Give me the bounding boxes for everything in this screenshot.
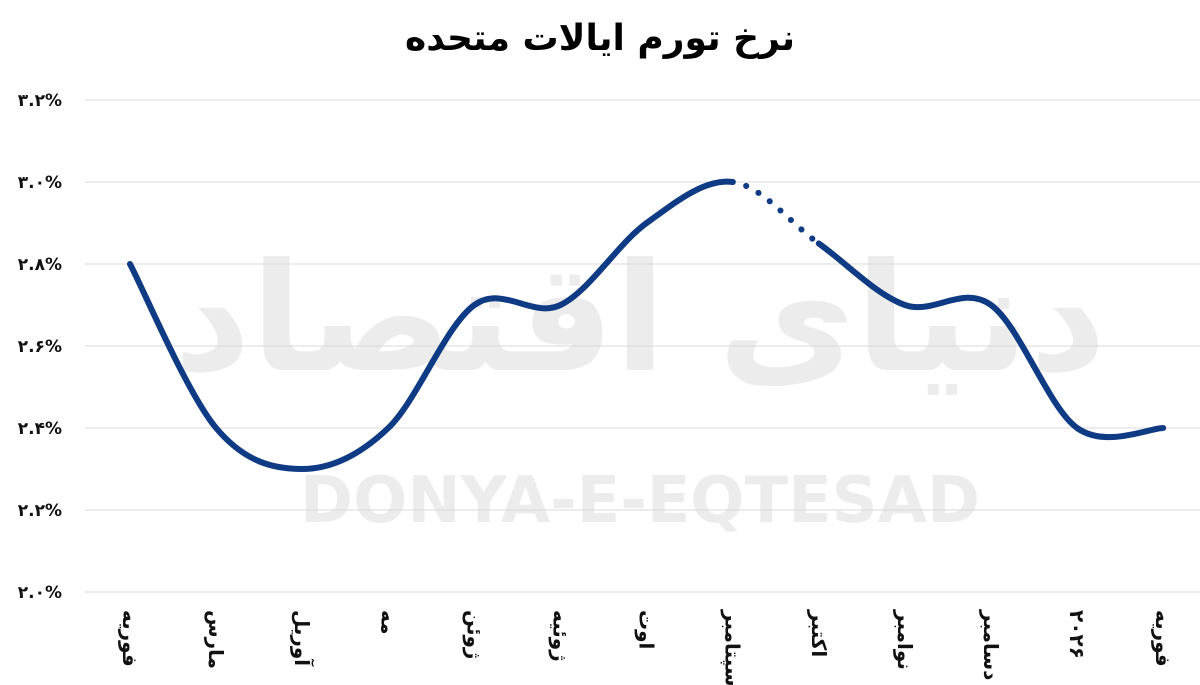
x-tick-label: مارس [204, 610, 228, 669]
x-tick-label: سپتامبر [720, 609, 745, 685]
x-tick-label: اکتبر [807, 609, 831, 657]
y-axis-ticks: ۲.۰% ۲.۲% ۲.۴% ۲.۶% ۲.۸% ۳.۰% ۳.۲% [18, 91, 62, 603]
x-tick-label: ژوئن [462, 610, 486, 659]
y-tick-label: ۲.۰% [18, 583, 62, 603]
series-line-solid [127, 178, 736, 472]
x-tick-label: ۲۰۲۶ [1065, 610, 1089, 659]
watermark-english: DONYA-E-EQTESAD [300, 464, 980, 538]
chart-title: نرخ تورم ایالات متحده [405, 18, 795, 59]
x-tick-label: مه [376, 610, 400, 635]
x-tick-label: نوامبر [893, 609, 917, 670]
x-tick-label: اوت [635, 610, 659, 649]
watermark-persian: دنیای اقتصاد [174, 232, 1107, 406]
y-tick-label: ۳.۲% [18, 91, 62, 111]
y-tick-label: ۲.۸% [18, 255, 62, 275]
x-tick-label: فوریه [1151, 610, 1175, 667]
y-tick-label: ۲.۲% [18, 501, 62, 521]
x-tick-label: دسامبر [979, 609, 1003, 680]
y-tick-label: ۲.۶% [18, 337, 62, 357]
x-tick-label: ژوئیه [549, 610, 573, 662]
series-lines [127, 178, 1167, 472]
series-line-solid [815, 240, 1167, 441]
gridlines [85, 99, 1200, 593]
x-tick-label: آوریل [290, 610, 315, 667]
x-axis-ticks: فوریه مارس آوریل مه ژوئن ژوئیه اوت سپتامبر اکتبر… [118, 609, 1175, 685]
y-tick-label: ۳.۰% [18, 173, 62, 193]
y-tick-label: ۲.۴% [18, 419, 62, 439]
x-tick-label: فوریه [118, 610, 142, 667]
